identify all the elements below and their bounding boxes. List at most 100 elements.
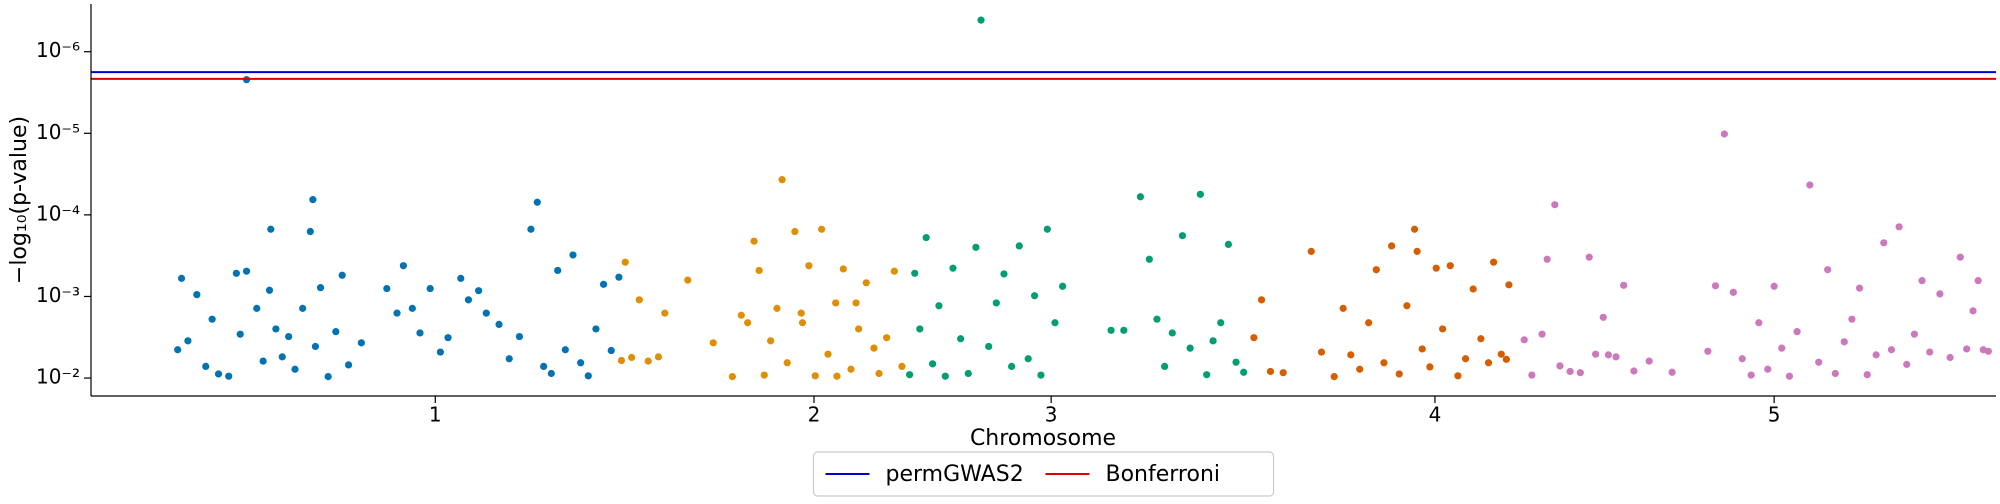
point xyxy=(1505,281,1513,289)
point xyxy=(1413,247,1421,255)
point xyxy=(1209,337,1217,345)
point xyxy=(554,266,562,275)
point xyxy=(306,227,314,236)
point xyxy=(408,304,416,312)
point xyxy=(839,265,847,273)
point xyxy=(824,350,832,358)
y-axis-label: −log₁₀(p-value) xyxy=(7,116,32,284)
point xyxy=(1720,130,1729,138)
point xyxy=(242,267,251,275)
point xyxy=(1926,348,1934,356)
point xyxy=(1279,369,1287,377)
point xyxy=(1347,351,1355,359)
legend-label: Bonferroni xyxy=(1106,462,1221,487)
point xyxy=(208,315,216,323)
point xyxy=(661,309,669,317)
point xyxy=(1490,258,1498,266)
point xyxy=(259,357,267,365)
point xyxy=(928,360,937,368)
point xyxy=(1388,242,1396,250)
point xyxy=(1729,288,1737,296)
point xyxy=(1224,240,1232,248)
x-axis-label: Chromosome xyxy=(970,426,1116,451)
point xyxy=(1153,315,1161,323)
point xyxy=(1599,313,1607,321)
point xyxy=(628,353,636,362)
point xyxy=(1738,355,1746,363)
point xyxy=(1059,282,1067,290)
point xyxy=(1469,285,1477,293)
point xyxy=(267,225,275,233)
point xyxy=(1668,368,1676,376)
point xyxy=(1240,368,1248,376)
point xyxy=(1963,345,1971,353)
point xyxy=(1015,242,1023,250)
point xyxy=(299,304,307,312)
point xyxy=(1030,292,1039,300)
point xyxy=(832,299,840,307)
point xyxy=(855,325,863,333)
point xyxy=(426,284,434,293)
point xyxy=(1855,284,1864,292)
point xyxy=(1168,329,1176,337)
point xyxy=(1217,319,1225,327)
point xyxy=(778,176,786,184)
point xyxy=(311,342,320,351)
point xyxy=(1880,239,1888,247)
point xyxy=(444,334,452,342)
point xyxy=(811,372,819,380)
point xyxy=(654,353,663,361)
point xyxy=(475,287,483,295)
point xyxy=(1770,282,1778,290)
point xyxy=(1432,264,1440,272)
point xyxy=(177,274,186,282)
point xyxy=(911,269,919,277)
point xyxy=(1372,266,1380,274)
point xyxy=(833,372,841,380)
point xyxy=(798,319,807,327)
point xyxy=(225,372,233,380)
point xyxy=(1918,277,1926,285)
point xyxy=(464,296,473,304)
point xyxy=(1793,328,1801,336)
point xyxy=(684,276,692,284)
point xyxy=(773,304,781,312)
point xyxy=(1203,371,1211,379)
point xyxy=(737,311,745,319)
point xyxy=(728,372,736,381)
point xyxy=(253,304,261,312)
point xyxy=(236,330,244,338)
point xyxy=(399,262,407,270)
point xyxy=(1969,307,1977,315)
point xyxy=(755,266,763,275)
y-tick-label: 10⁻⁵ xyxy=(36,120,80,144)
point xyxy=(875,369,883,378)
point xyxy=(1604,351,1612,359)
point xyxy=(495,320,503,328)
point xyxy=(870,344,878,352)
x-tick-label: 3 xyxy=(1045,403,1058,427)
point xyxy=(1785,372,1794,380)
point xyxy=(1136,193,1145,201)
point xyxy=(1502,355,1510,363)
point xyxy=(1107,326,1115,334)
point xyxy=(527,225,535,233)
point xyxy=(561,346,569,354)
point xyxy=(1186,344,1194,352)
point xyxy=(1755,319,1763,327)
point xyxy=(457,274,465,282)
point xyxy=(709,339,717,347)
point xyxy=(992,299,1000,307)
point xyxy=(1806,181,1814,189)
point xyxy=(1051,319,1059,327)
point xyxy=(1936,290,1944,298)
point xyxy=(482,309,490,317)
point xyxy=(767,337,775,345)
point xyxy=(1250,334,1258,342)
point xyxy=(1008,362,1016,371)
point xyxy=(1831,369,1839,378)
point xyxy=(599,280,608,288)
legend-box xyxy=(812,451,1275,497)
point xyxy=(184,337,192,345)
point xyxy=(1778,344,1786,352)
